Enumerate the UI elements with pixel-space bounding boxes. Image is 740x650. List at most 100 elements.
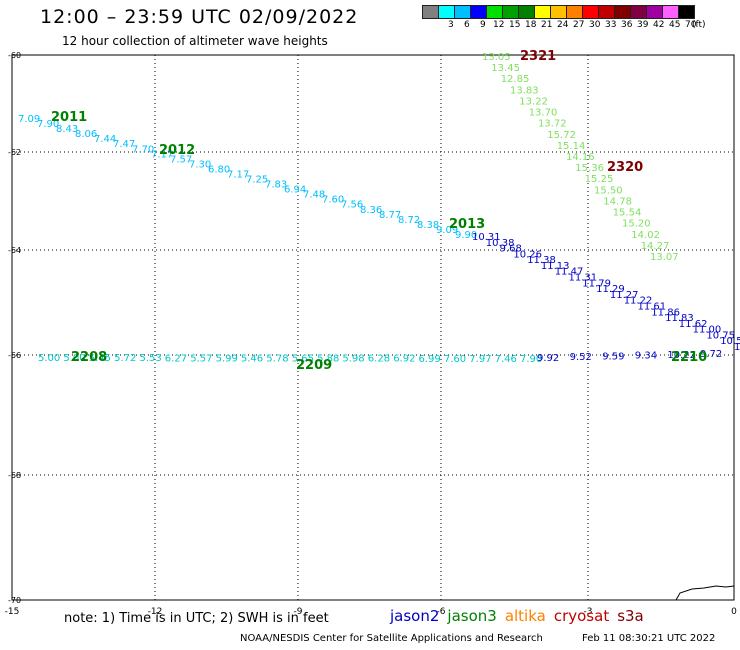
- wave-height-label: 10.50: [720, 336, 740, 347]
- wave-height-label: 11.61: [638, 302, 667, 313]
- legend-tick-label: 36: [621, 20, 633, 30]
- wave-height-label: 7.46: [495, 354, 517, 365]
- wave-height-label: 11.62: [679, 319, 708, 330]
- timestamp-text: Feb 11 08:30:21 UTC 2022: [582, 633, 716, 644]
- wave-height-label: 7.30: [189, 159, 211, 170]
- wave-height-label: 7.60: [322, 195, 344, 206]
- legend-tick-label: 21: [541, 20, 553, 30]
- wave-height-label: 7.17: [151, 149, 173, 160]
- time-label: 2011: [51, 110, 87, 125]
- lat-tick-label: -70: [8, 596, 21, 605]
- wave-height-label: 7.44: [94, 134, 116, 145]
- wave-height-label: 10.26: [513, 249, 542, 260]
- legend-unit: (ft): [692, 20, 706, 30]
- legend-tick-label: 30: [589, 20, 601, 30]
- credit-text: NOAA/NESDIS Center for Satellite Applica…: [240, 633, 543, 644]
- wave-height-label: 5.99: [216, 353, 238, 364]
- wave-height-label: 7.90: [37, 119, 59, 130]
- mission-cryosat: cryosat: [553, 607, 610, 625]
- legend-tick-label: 70: [685, 20, 697, 30]
- wave-height-label: 9.59: [602, 351, 624, 362]
- wave-height-label: 7.90: [520, 354, 542, 365]
- wave-height-label: 7.09: [18, 114, 40, 125]
- wave-height-label: 11.47: [555, 267, 584, 278]
- wave-height-label: 6.27: [165, 353, 187, 364]
- wave-height-label: 8.77: [379, 210, 401, 221]
- wave-height-label: 14.27: [641, 241, 670, 252]
- wave-height-label: 10.38: [486, 238, 515, 249]
- wave-height-label: 7.60: [444, 354, 466, 365]
- wave-height-label: 13.83: [510, 85, 539, 96]
- wave-height-label: 7.25: [246, 175, 268, 186]
- legend-tick-label: 33: [605, 20, 617, 30]
- wave-height-label: 6.92: [393, 354, 415, 365]
- wave-height-label: 11.00: [693, 325, 722, 336]
- wave-height-label: 13.05: [482, 52, 511, 63]
- legend-tick-label: 9: [480, 20, 486, 30]
- wave-height-label: 13.72: [538, 119, 567, 130]
- wave-height-label: 5.00: [63, 353, 85, 364]
- wave-height-label: 5.00: [38, 353, 60, 364]
- wave-height-label: 8.36: [360, 205, 382, 216]
- wave-height-label: 9.09: [436, 225, 458, 236]
- wave-height-label: 13.22: [519, 96, 548, 107]
- track-labels: 7.097.908.438.067.447.477.707.177.577.30…: [18, 52, 740, 365]
- wave-height-label: 15.36: [575, 163, 604, 174]
- wave-height-label: 7.70: [132, 144, 154, 155]
- wave-height-label: 8.38: [417, 220, 439, 231]
- wave-height-label: 11.83: [665, 313, 694, 324]
- wave-height-label: 11.27: [610, 290, 639, 301]
- wave-height-label: 7.97: [469, 354, 491, 365]
- wave-height-label: 5.57: [190, 353, 212, 364]
- wave-height-label: 10.22: [667, 350, 696, 361]
- wave-height-label: 14.16: [566, 152, 595, 163]
- lat-tick-label: -66: [8, 351, 21, 360]
- time-label: 2012: [159, 143, 195, 158]
- time-labels: 2321 2320 2011 2012 2013 2208 2209 2210: [51, 49, 707, 373]
- wave-height-label: 15.54: [613, 208, 642, 219]
- wave-height-label: 13.45: [491, 63, 520, 74]
- wave-height-label: 14.78: [603, 196, 632, 207]
- wave-height-label: 11.29: [596, 284, 625, 295]
- wave-height-label: 9.72: [700, 349, 722, 360]
- coastline: [675, 585, 735, 601]
- wave-height-label: 9.52: [570, 352, 592, 363]
- wave-height-label: 8.06: [75, 129, 97, 140]
- wave-height-label: 6.99: [419, 354, 441, 365]
- time-label: 2209: [296, 358, 332, 373]
- wave-height-label: 11.31: [569, 273, 598, 284]
- lon-tick-label: -15: [5, 607, 20, 617]
- wave-height-label: 6.28: [368, 354, 390, 365]
- mission-s3a: s3a: [617, 607, 644, 625]
- legend-tick-label: 45: [669, 20, 681, 30]
- mission-jason3: jason3: [447, 607, 497, 625]
- wave-height-label: 15.25: [585, 174, 614, 185]
- legend-tick-label: 42: [653, 20, 665, 30]
- map-frame: [11, 54, 735, 601]
- mission-altika: altika: [504, 607, 546, 625]
- wave-height-label: 9.92: [537, 353, 559, 364]
- legend-tick-label: 18: [525, 20, 537, 30]
- legend-tick-label: 6: [464, 20, 470, 30]
- wave-height-label: 15.20: [622, 219, 651, 230]
- wave-height-label: 6.80: [208, 164, 230, 175]
- page-subtitle: 12 hour collection of altimeter wave hei…: [62, 34, 328, 48]
- legend-swatches: [422, 5, 740, 19]
- wave-height-label: 11.79: [582, 278, 611, 289]
- lon-tick-label: -9: [294, 607, 303, 617]
- wave-height-label: 14.02: [631, 230, 660, 241]
- wave-height-label: 8.43: [56, 124, 78, 135]
- legend-swatch: [678, 5, 695, 19]
- wave-height-label: 10.65: [734, 342, 740, 353]
- time-label: 2208: [71, 350, 107, 365]
- color-legend: 3 6 9 12 15 18 21 24 27 30 33 36 39 42 45 70 (ft): [422, 5, 740, 31]
- wave-height-label: 10.31: [472, 232, 501, 243]
- wave-height-label: 5.88: [317, 354, 339, 365]
- mission-jason2: jason2: [390, 607, 440, 625]
- legend-tick-label: 39: [637, 20, 649, 30]
- lon-tick-label: 0: [731, 607, 737, 617]
- wave-height-label: 7.47: [113, 139, 135, 150]
- wave-height-label: 7.56: [341, 200, 363, 211]
- legend-tick-label: 15: [509, 20, 521, 30]
- wave-height-label: 9.34: [635, 351, 657, 362]
